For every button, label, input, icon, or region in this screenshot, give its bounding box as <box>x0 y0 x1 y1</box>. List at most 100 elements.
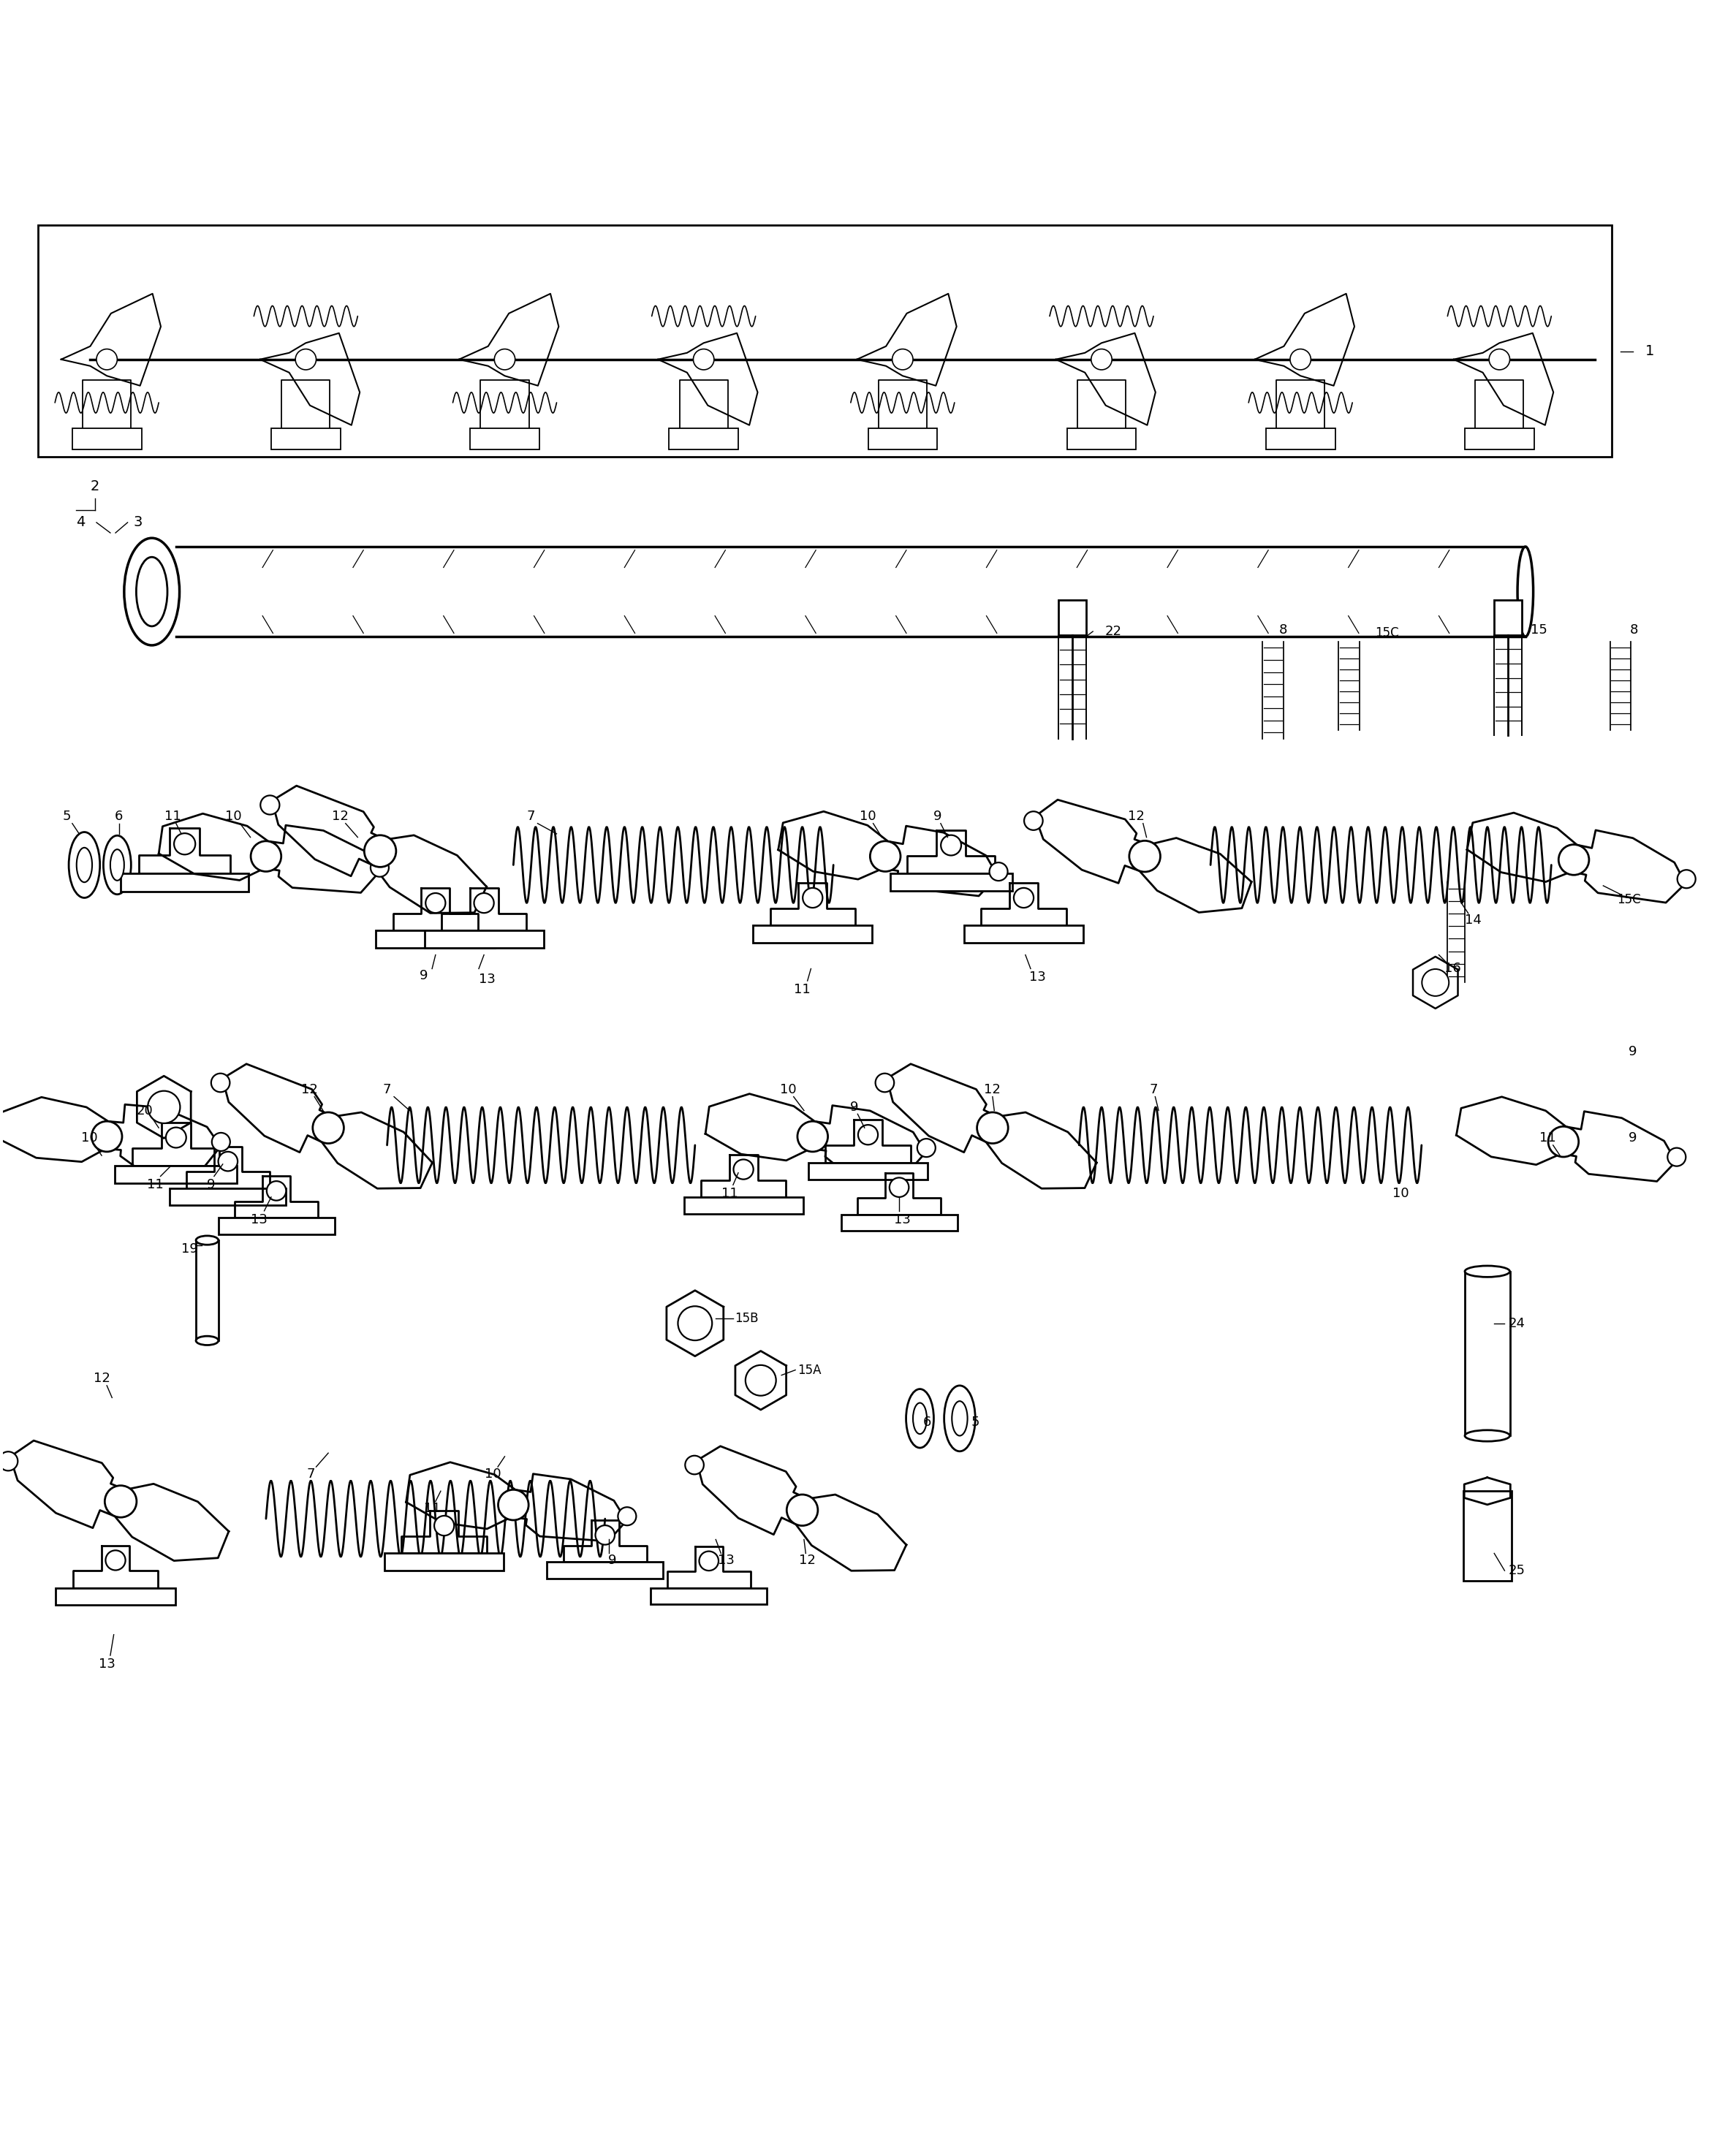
Text: 15: 15 <box>1531 624 1547 637</box>
Text: 13: 13 <box>99 1658 115 1671</box>
Ellipse shape <box>1465 1266 1510 1276</box>
Circle shape <box>295 350 316 369</box>
Bar <box>73 429 141 448</box>
Circle shape <box>167 1128 186 1148</box>
Bar <box>1495 601 1522 635</box>
Bar <box>809 1163 927 1180</box>
Text: 16: 16 <box>1444 963 1462 976</box>
Circle shape <box>495 350 516 369</box>
Ellipse shape <box>111 849 125 879</box>
Ellipse shape <box>125 538 179 646</box>
Text: 7: 7 <box>1149 1083 1158 1096</box>
Ellipse shape <box>76 847 92 882</box>
Ellipse shape <box>906 1390 934 1448</box>
Circle shape <box>148 1092 181 1124</box>
Text: 13: 13 <box>250 1212 267 1227</box>
Circle shape <box>312 1113 344 1143</box>
Circle shape <box>693 350 713 369</box>
Bar <box>170 1188 286 1205</box>
Circle shape <box>219 1152 238 1171</box>
Text: 2: 2 <box>90 478 99 493</box>
Text: 15A: 15A <box>797 1364 821 1377</box>
Ellipse shape <box>196 1336 219 1345</box>
Text: 10: 10 <box>484 1467 502 1480</box>
Circle shape <box>802 888 823 907</box>
Circle shape <box>1024 811 1043 830</box>
Text: 10: 10 <box>82 1133 97 1145</box>
Bar <box>547 1562 663 1579</box>
Circle shape <box>745 1364 776 1396</box>
Bar <box>219 1218 335 1233</box>
Circle shape <box>797 1122 828 1152</box>
Text: 14: 14 <box>1465 914 1483 927</box>
Circle shape <box>618 1508 635 1525</box>
Circle shape <box>1668 1148 1686 1167</box>
Circle shape <box>1092 350 1113 369</box>
Circle shape <box>786 1495 818 1525</box>
Circle shape <box>941 834 962 856</box>
Bar <box>963 924 1083 942</box>
Bar <box>1463 1491 1512 1581</box>
Text: 19: 19 <box>182 1242 198 1255</box>
Text: 11: 11 <box>148 1178 163 1190</box>
Circle shape <box>875 1072 894 1092</box>
Bar <box>424 931 543 948</box>
Circle shape <box>106 1551 125 1570</box>
Circle shape <box>1677 871 1696 888</box>
Circle shape <box>1549 1126 1578 1156</box>
Text: 25: 25 <box>1509 1564 1526 1577</box>
Text: 12: 12 <box>332 811 349 824</box>
Circle shape <box>370 858 389 877</box>
Bar <box>840 1214 957 1231</box>
Circle shape <box>1559 845 1588 875</box>
Text: 5: 5 <box>62 811 71 824</box>
Text: 9: 9 <box>851 1100 858 1113</box>
Ellipse shape <box>951 1401 967 1435</box>
Bar <box>651 1587 767 1604</box>
Circle shape <box>260 796 279 815</box>
Circle shape <box>97 350 118 369</box>
Bar <box>753 924 871 942</box>
Circle shape <box>700 1551 719 1570</box>
Text: 7: 7 <box>307 1467 316 1480</box>
Text: 9: 9 <box>418 970 427 982</box>
Bar <box>56 1587 175 1604</box>
Circle shape <box>212 1133 231 1152</box>
Circle shape <box>1489 350 1510 369</box>
Circle shape <box>104 1486 137 1517</box>
Bar <box>1266 429 1335 448</box>
Text: 11: 11 <box>424 1502 441 1514</box>
Text: 9: 9 <box>1628 1045 1637 1057</box>
Text: 15C: 15C <box>1375 626 1399 639</box>
Circle shape <box>1290 350 1311 369</box>
Text: 9: 9 <box>1628 1133 1637 1145</box>
Text: 13: 13 <box>1029 972 1045 985</box>
Circle shape <box>498 1489 528 1521</box>
Text: 12: 12 <box>94 1373 109 1386</box>
Circle shape <box>365 834 396 867</box>
Bar <box>470 429 540 448</box>
Text: 20: 20 <box>137 1105 153 1118</box>
Text: 3: 3 <box>134 515 142 530</box>
Text: 15C: 15C <box>1618 892 1641 905</box>
Circle shape <box>679 1306 712 1341</box>
Text: 5: 5 <box>970 1416 979 1429</box>
Text: 10: 10 <box>1392 1186 1410 1201</box>
Circle shape <box>858 1124 878 1145</box>
Circle shape <box>977 1113 1009 1143</box>
Text: 22: 22 <box>1106 624 1121 637</box>
Text: 7: 7 <box>384 1083 391 1096</box>
Bar <box>115 1167 238 1184</box>
Text: 8: 8 <box>1279 624 1288 637</box>
Circle shape <box>174 832 196 854</box>
Text: 4: 4 <box>76 515 85 530</box>
Ellipse shape <box>944 1386 976 1452</box>
Circle shape <box>425 892 446 914</box>
Circle shape <box>267 1182 286 1201</box>
Ellipse shape <box>69 832 101 899</box>
Bar <box>196 1240 219 1341</box>
Circle shape <box>1422 970 1450 995</box>
Text: 9: 9 <box>608 1553 616 1566</box>
Bar <box>1465 429 1535 448</box>
Text: 11: 11 <box>1540 1133 1555 1145</box>
